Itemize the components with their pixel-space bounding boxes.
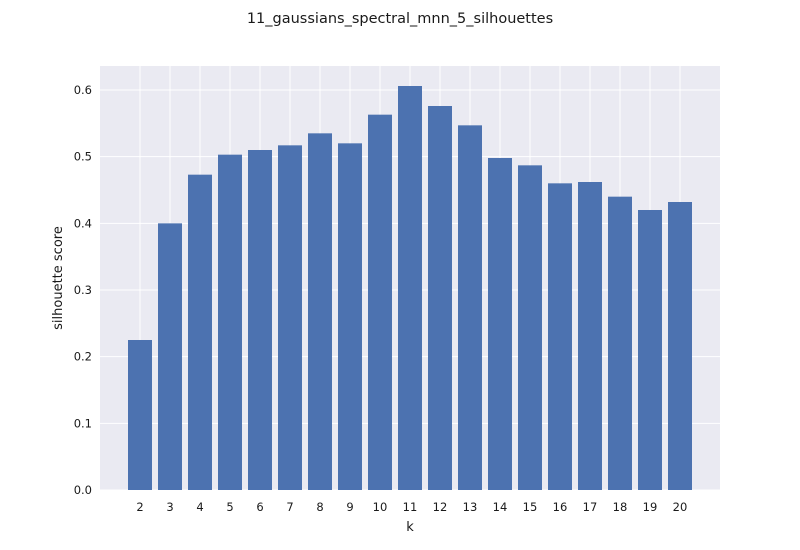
bar	[608, 196, 632, 490]
x-axis-ticks: 2 3 4 5 6 7 8 9 10 11 12 13 14 15 16 17 18 19 20	[136, 500, 687, 514]
x-tick-label: 15	[523, 500, 538, 514]
bar	[278, 145, 302, 491]
x-tick-label: 2	[136, 500, 143, 514]
bar	[248, 150, 272, 490]
y-tick-label: 0.2	[74, 350, 92, 364]
y-tick-label: 0.4	[74, 216, 92, 230]
x-tick-label: 10	[373, 500, 388, 514]
bar	[638, 210, 662, 490]
bar	[128, 340, 152, 490]
x-tick-label: 14	[493, 500, 508, 514]
x-tick-label: 16	[553, 500, 568, 514]
y-axis-ticks: 0.0 0.1 0.2 0.3 0.4 0.5 0.6	[74, 83, 92, 497]
y-tick-label: 0.0	[74, 483, 92, 497]
bar	[428, 106, 452, 490]
y-tick-label: 0.6	[74, 83, 92, 97]
bar	[338, 143, 362, 491]
bar	[188, 174, 212, 490]
x-tick-label: 9	[346, 500, 353, 514]
x-tick-label: 19	[643, 500, 658, 514]
bar	[548, 183, 572, 491]
bar	[368, 114, 392, 491]
bar	[158, 223, 182, 491]
x-tick-label: 3	[166, 500, 173, 514]
y-tick-label: 0.1	[74, 416, 92, 430]
x-tick-label: 7	[286, 500, 293, 514]
bar	[458, 125, 482, 490]
x-axis-label: k	[406, 520, 414, 535]
x-tick-label: 6	[256, 500, 263, 514]
bar	[488, 158, 512, 490]
bar	[218, 154, 242, 490]
bar	[398, 86, 422, 490]
x-tick-label: 20	[673, 500, 688, 514]
y-tick-label: 0.5	[74, 150, 92, 164]
chart-title: 11_gaussians_spectral_mnn_5_silhouettes	[247, 11, 553, 27]
x-tick-label: 12	[433, 500, 448, 514]
x-tick-label: 17	[583, 500, 598, 514]
x-tick-label: 13	[463, 500, 478, 514]
bars	[128, 86, 692, 491]
bar	[578, 182, 602, 490]
x-tick-label: 18	[613, 500, 628, 514]
x-tick-label: 8	[316, 500, 323, 514]
x-tick-label: 5	[226, 500, 233, 514]
bar	[518, 165, 542, 491]
x-tick-label: 11	[403, 500, 418, 514]
bar	[308, 133, 332, 491]
y-axis-label: silhouette score	[51, 226, 66, 330]
x-tick-label: 4	[196, 500, 203, 514]
y-tick-label: 0.3	[74, 283, 92, 297]
bar	[668, 202, 692, 490]
